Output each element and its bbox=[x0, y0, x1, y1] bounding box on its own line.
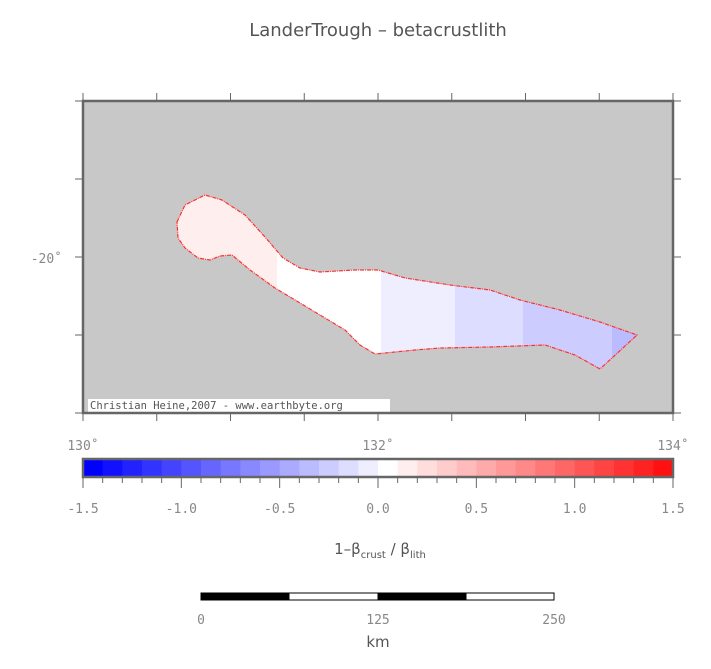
colorbar: -1.5 -1.0 -0.5 0.0 0.5 1.0 1.5 1–βcrust / βlit… bbox=[67, 457, 685, 561]
colorbar-tick-label: 0.0 bbox=[366, 502, 389, 517]
scale-frame bbox=[200, 592, 555, 601]
colorbar-bin bbox=[614, 459, 635, 477]
credit-box bbox=[88, 399, 390, 412]
colorbar-tick-label: -1.5 bbox=[67, 502, 98, 517]
figure-title: LanderTrough – betacrustlith bbox=[249, 20, 507, 41]
colorbar-bin bbox=[102, 459, 123, 477]
colorbar-bin bbox=[555, 459, 576, 477]
colorbar-tick-label: -0.5 bbox=[264, 502, 295, 517]
colorbar-bin bbox=[574, 459, 595, 477]
colorbar-bin bbox=[161, 459, 182, 477]
label-subscript: lith bbox=[410, 550, 426, 561]
colorbar-bin bbox=[378, 459, 399, 477]
lon-label: 132˚ bbox=[362, 438, 393, 454]
map-background bbox=[83, 101, 673, 413]
map-ticks bbox=[75, 93, 681, 421]
lon-label: 130˚ bbox=[67, 438, 98, 454]
colorbar-bin bbox=[358, 459, 379, 477]
colorbar-bin bbox=[417, 459, 438, 477]
colorbar-bin bbox=[397, 459, 418, 477]
label-part: 1–β bbox=[334, 540, 361, 558]
colorbar-bin bbox=[279, 459, 300, 477]
colorbar-bin bbox=[122, 459, 143, 477]
colorbar-tick-label: 1.0 bbox=[563, 502, 586, 517]
lon-label: 134˚ bbox=[657, 438, 688, 454]
scale-label: 0 bbox=[197, 613, 205, 628]
label-subscript: crust bbox=[361, 550, 386, 561]
credit-text: Christian Heine,2007 - www.earthbyte.org bbox=[90, 400, 343, 412]
lat-label: -20˚ bbox=[31, 251, 62, 267]
label-part: / β bbox=[386, 540, 410, 558]
colorbar-bin bbox=[260, 459, 281, 477]
colorbar-bins bbox=[83, 459, 674, 477]
colorbar-tick-label: -1.0 bbox=[166, 502, 197, 517]
colorbar-bin bbox=[338, 459, 359, 477]
colorbar-bin bbox=[515, 459, 536, 477]
scale-unit: km bbox=[366, 633, 389, 651]
colorbar-bin bbox=[594, 459, 615, 477]
colorbar-bin bbox=[201, 459, 222, 477]
colorbar-bin bbox=[299, 459, 320, 477]
colorbar-tick-label: 1.5 bbox=[661, 502, 684, 517]
scale-segment bbox=[465, 592, 555, 601]
scale-segment bbox=[288, 592, 379, 601]
colorbar-bin bbox=[142, 459, 163, 477]
colorbar-bin bbox=[181, 459, 202, 477]
map-panel: Christian Heine,2007 - www.earthbyte.org… bbox=[31, 93, 689, 454]
scale-segment bbox=[201, 593, 289, 600]
colorbar-tick-label: 0.5 bbox=[465, 502, 488, 517]
colorbar-tick-labels: -1.5 -1.0 -0.5 0.0 0.5 1.0 1.5 bbox=[67, 502, 684, 517]
colorbar-bin bbox=[476, 459, 497, 477]
colorbar-bin bbox=[83, 459, 104, 477]
colorbar-bin bbox=[653, 459, 674, 477]
colorbar-bin bbox=[535, 459, 556, 477]
colorbar-bin bbox=[633, 459, 654, 477]
colorbar-bin bbox=[220, 459, 241, 477]
scale-label: 125 bbox=[366, 613, 389, 628]
colorbar-bin bbox=[456, 459, 477, 477]
colorbar-bin bbox=[437, 459, 458, 477]
colorbar-bin bbox=[319, 459, 340, 477]
scale-segment bbox=[378, 593, 466, 600]
scale-label: 250 bbox=[542, 613, 565, 628]
colorbar-label: 1–βcrust / βlith bbox=[334, 540, 426, 561]
colorbar-bin bbox=[496, 459, 517, 477]
colorbar-ticks bbox=[82, 477, 674, 488]
colorbar-bin bbox=[240, 459, 261, 477]
scale-bar: 0 125 250 km bbox=[197, 592, 566, 651]
